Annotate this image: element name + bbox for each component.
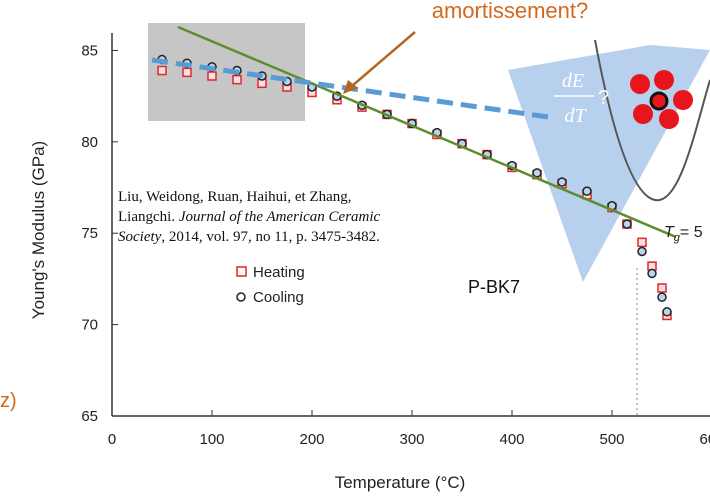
citation-part: Society [118, 229, 162, 245]
x-tick-label: 200 [299, 431, 324, 448]
annotation: amortissement? [432, 0, 589, 23]
legend-label: Cooling [253, 289, 304, 306]
tg-symbol: T [664, 224, 675, 241]
tangent-line [177, 25, 677, 239]
point [657, 292, 667, 302]
point [232, 74, 242, 85]
potential-curve [594, 39, 710, 202]
point [637, 237, 647, 248]
y-tick-label: 75 [81, 225, 98, 242]
atom [654, 70, 674, 90]
annotation: z) [0, 390, 17, 412]
point [657, 283, 667, 293]
x-tick-label: 400 [499, 431, 524, 448]
citation: Liu, Weidong, Ruan, Haihui, et Zhang, [118, 189, 351, 205]
point [557, 177, 567, 187]
atom [633, 104, 653, 124]
arrow-head [343, 80, 358, 94]
legend-marker [236, 266, 247, 277]
material-label: P-BK7 [468, 277, 520, 297]
legend-label: Heating [253, 264, 305, 281]
x-axis-label: Temperature (°C) [335, 473, 466, 492]
legend-marker [236, 292, 246, 302]
citation-part: , 2014, vol. 97, no 11, p. 3475-3482. [161, 229, 380, 245]
point [662, 307, 672, 317]
point [647, 268, 657, 279]
citation-part: Liangchi. [118, 209, 175, 225]
atom-center [649, 91, 669, 111]
point [622, 219, 632, 229]
atom-diagram [630, 70, 693, 129]
point [157, 65, 167, 76]
x-tick-label: 0 [108, 431, 116, 448]
x-tick-label: 600 [699, 431, 710, 448]
point [637, 246, 647, 257]
derivative-num: dE [562, 70, 584, 92]
x-tick-label: 100 [199, 431, 224, 448]
derivative-den: dT [564, 105, 587, 127]
x-tick-label: 300 [399, 431, 424, 448]
citation-part: Journal of the American Ceramic [179, 209, 381, 225]
y-tick-label: 80 [81, 134, 98, 151]
fan-shape [508, 45, 710, 282]
tg-rest: = 5 [680, 224, 703, 241]
citation: Liangchi. Journal of the American Cerami… [118, 209, 381, 225]
y-tick-label: 70 [81, 317, 98, 334]
derivative-mark: ? [598, 87, 609, 109]
x-tick-label: 500 [599, 431, 624, 448]
tg-label: Tg= 5 [664, 224, 703, 244]
arrow [351, 31, 416, 87]
atom [630, 74, 650, 94]
y-tick-label: 85 [81, 42, 98, 59]
point [207, 71, 217, 81]
atom [659, 109, 679, 129]
point [582, 186, 592, 196]
y-axis-label: Young's Modulus (GPa) [29, 141, 48, 319]
atom [673, 90, 693, 110]
tg-sub: g [674, 232, 681, 244]
y-tick-label: 65 [81, 408, 98, 425]
point [182, 67, 192, 78]
point [532, 168, 542, 178]
citation: Society, 2014, vol. 97, no 11, p. 3475-3… [118, 229, 380, 245]
